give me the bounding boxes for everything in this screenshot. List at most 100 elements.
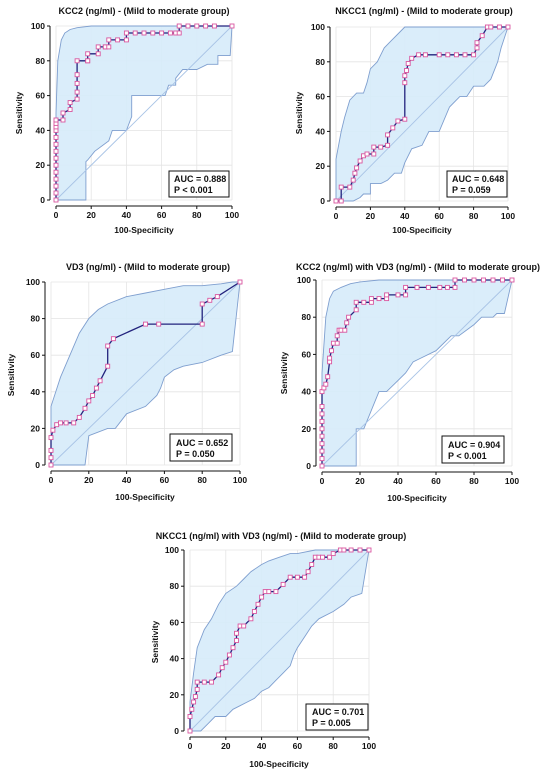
roc-point: [209, 679, 214, 685]
y-tick-label: 100: [297, 275, 311, 285]
roc-point: [474, 45, 480, 51]
x-tick-label: 100: [225, 210, 239, 220]
roc-point: [143, 321, 148, 327]
roc-point: [105, 363, 111, 369]
roc-point: [338, 184, 344, 190]
x-tick-label: 80: [328, 741, 338, 751]
p-value-label: P = 0.059: [452, 185, 491, 195]
roc-point: [353, 307, 359, 313]
roc-point: [203, 23, 209, 29]
roc-panel-nkcc1: NKCC1 (ng/ml) - (Mild to moderate group)…: [278, 0, 550, 245]
roc-point: [199, 301, 205, 307]
roc-point: [402, 80, 408, 86]
roc-point: [74, 58, 80, 64]
roc-point: [452, 277, 458, 283]
roc-point: [251, 609, 257, 614]
roc-point: [436, 52, 442, 58]
roc-point: [95, 44, 101, 50]
x-tick-label: 60: [157, 210, 167, 220]
x-tick-label: 0: [188, 741, 193, 751]
roc-point: [346, 314, 352, 320]
roc-point: [226, 652, 232, 658]
stats-box: AUC = 0.701 P = 0.005: [305, 703, 369, 731]
y-tick-label: 100: [31, 21, 45, 31]
roc-point: [425, 284, 431, 290]
roc-point: [509, 277, 515, 283]
auc-label: AUC = 0.888: [174, 174, 226, 184]
x-tick-label: 80: [197, 475, 207, 485]
roc-point: [219, 665, 225, 671]
roc-point: [192, 694, 198, 700]
y-tick-label: 60: [170, 617, 180, 627]
roc-point: [201, 679, 207, 685]
roc-point: [211, 23, 217, 29]
roc-point: [150, 30, 156, 36]
roc-point: [354, 165, 360, 171]
p-value-label: P = 0.005: [312, 718, 351, 728]
roc-point: [414, 284, 420, 290]
x-axis-label: 100-Specificity: [387, 493, 447, 503]
x-tick-label: 80: [192, 210, 202, 220]
roc-panel-nkcc1-vd3: NKCC1 (ng/ml) with VD3 (ng/ml) - (Mild t…: [140, 520, 420, 770]
y-tick-label: 0: [174, 726, 179, 736]
roc-chart-vd3: VD3 (ng/ml) - (Mild to moderate group) 1…: [6, 262, 247, 502]
chart-title: KCC2 (ng/ml) - (Mild to moderate group): [59, 6, 230, 16]
roc-point: [53, 141, 59, 147]
roc-point: [402, 116, 408, 122]
roc-point: [490, 277, 496, 283]
roc-point: [294, 574, 300, 580]
roc-point: [323, 381, 329, 387]
roc-point: [319, 456, 325, 462]
roc-point: [189, 706, 195, 712]
roc-point: [353, 299, 359, 305]
x-tick-label: 0: [49, 475, 54, 485]
roc-point: [67, 107, 73, 112]
roc-point: [53, 117, 59, 123]
roc-point: [325, 374, 331, 380]
roc-point: [85, 51, 91, 57]
roc-point: [319, 404, 325, 409]
roc-point: [505, 24, 511, 30]
y-tick-label: 40: [31, 387, 41, 397]
y-axis-label: Sensitivity: [279, 351, 289, 394]
roc-point: [329, 348, 334, 354]
roc-point: [53, 183, 59, 189]
x-tick-label: 20: [221, 741, 231, 751]
x-tick-label: 100: [362, 741, 376, 751]
x-tick-label: 100: [505, 476, 519, 486]
roc-chart-kcc2: KCC2 (ng/ml) - (Mild to moderate group) …: [14, 6, 239, 235]
roc-point: [319, 463, 325, 469]
roc-point: [357, 158, 363, 164]
y-tick-label: 60: [302, 349, 312, 359]
roc-point: [319, 418, 325, 424]
roc-point: [402, 73, 408, 79]
x-tick-label: 0: [54, 210, 59, 220]
reference-diagonal: [50, 281, 241, 466]
roc-point: [123, 30, 129, 36]
roc-point: [71, 420, 77, 426]
stats-box: AUC = 0.888 P < 0.001: [168, 170, 230, 198]
roc-point: [385, 132, 391, 138]
roc-point: [74, 72, 80, 78]
roc-point: [474, 40, 480, 46]
roc-point: [338, 198, 344, 204]
auc-label: AUC = 0.652: [176, 438, 228, 448]
roc-point: [199, 321, 205, 327]
y-tick-label: 80: [302, 312, 312, 322]
x-axis-label: 100-Specificity: [249, 759, 309, 769]
roc-point: [462, 52, 468, 58]
roc-point: [187, 728, 193, 734]
y-tick-label: 20: [302, 424, 312, 434]
roc-point: [371, 151, 377, 157]
x-tick-label: 100: [501, 211, 515, 221]
plot-area: 0 20 40 60 80 100 0 20 40 60 80 100: [297, 275, 520, 486]
x-tick-label: 60: [434, 211, 444, 221]
roc-point: [48, 462, 54, 468]
roc-point: [234, 638, 239, 643]
roc-point: [53, 134, 59, 140]
roc-point: [110, 336, 116, 342]
roc-point: [93, 385, 99, 391]
roc-point: [58, 420, 63, 426]
y-tick-label: 0: [35, 460, 40, 470]
roc-point: [471, 277, 477, 283]
